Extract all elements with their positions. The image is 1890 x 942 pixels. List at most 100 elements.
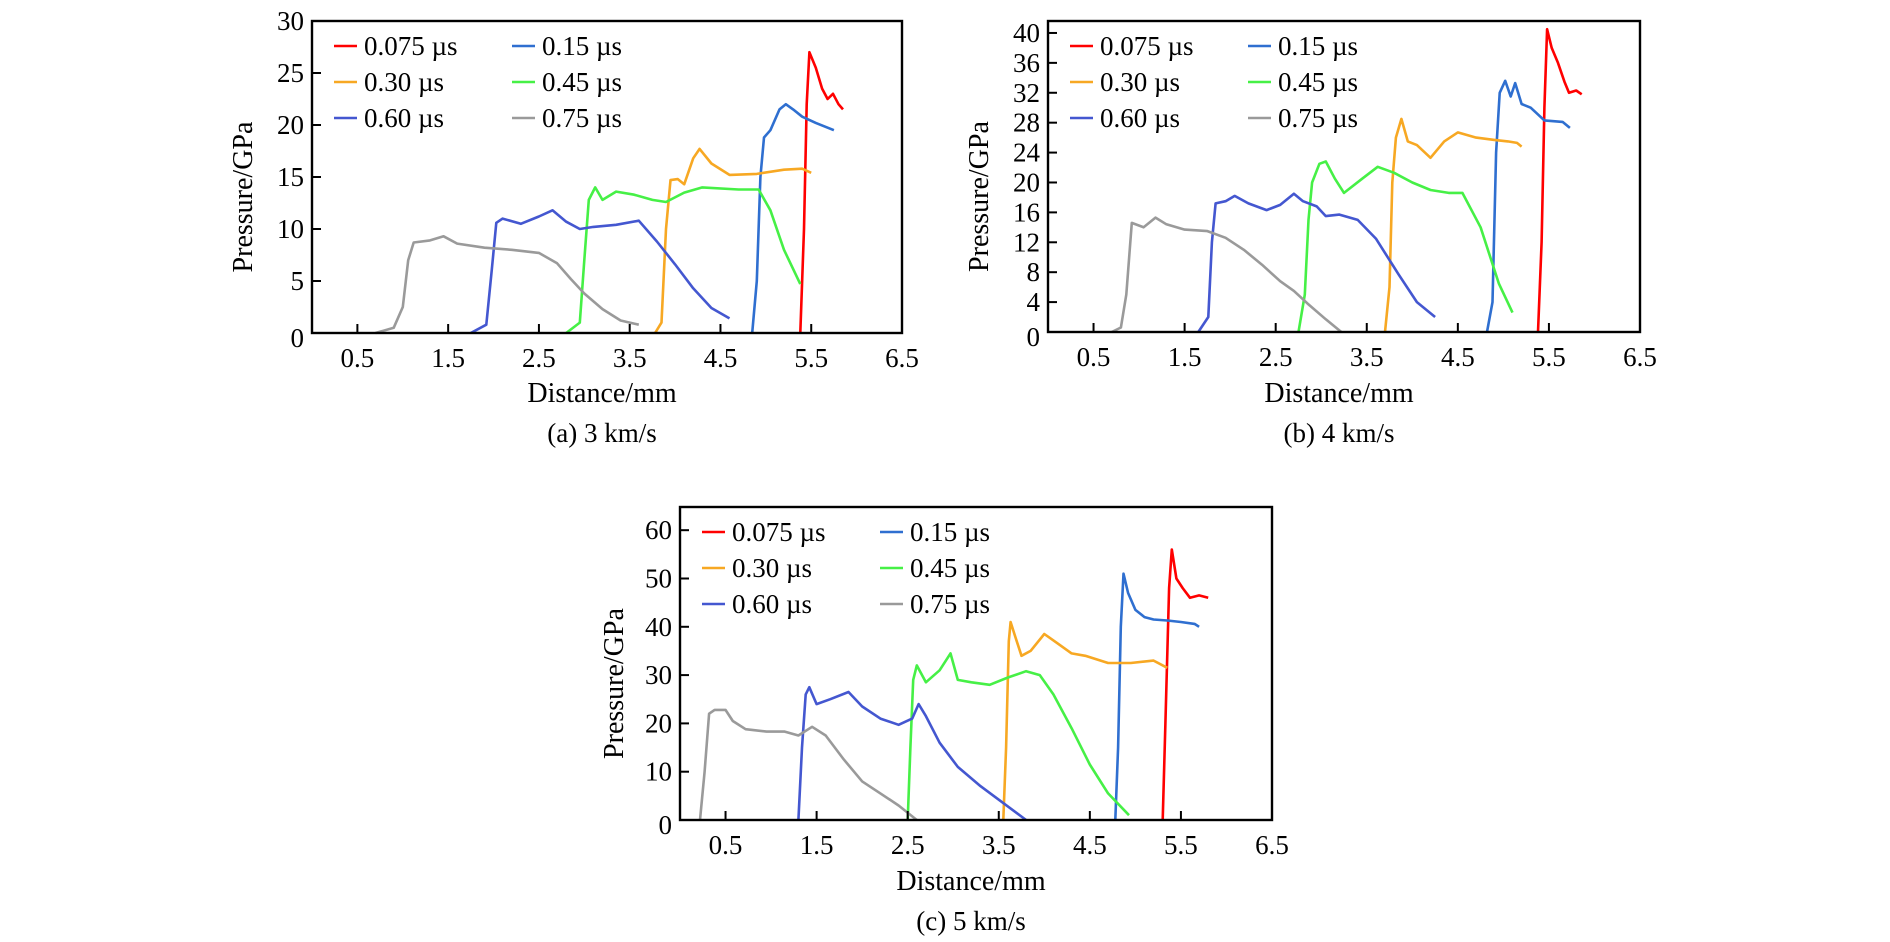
legend-label: 0.60 µs: [1100, 103, 1180, 133]
legend-label: 0.075 µs: [1100, 31, 1194, 61]
series-line-0_30us: [653, 147, 812, 334]
y-axis-title: Pressure/GPa: [964, 120, 995, 271]
series-line-0_30us: [1383, 117, 1523, 333]
series-line-0_30us: [1002, 620, 1168, 821]
legend-label: 0.30 µs: [732, 553, 812, 583]
legend-label: 0.45 µs: [542, 67, 622, 97]
legend-label: 0.30 µs: [364, 67, 444, 97]
x-axis-title: Distance/mm: [527, 378, 677, 409]
series-line-0_75us: [1111, 216, 1343, 334]
series-line-0_75us: [698, 708, 918, 822]
x-tick-label: 3.5: [1350, 342, 1384, 372]
y-tick-label: 50: [645, 563, 672, 593]
series-line-0_45us: [906, 652, 1130, 821]
legend: 0.075 µs 0.15 µs 0.30 µs 0.45 µs 0.60 µs 0.75…: [334, 31, 622, 133]
x-tick-label: 6.5: [885, 343, 919, 373]
x-tick-label: 1.5: [800, 830, 834, 860]
chart-panel-a: 0.5 1.5 2.5 3.5 4.5 5.5 6.5 0 5 10 15 20 25 30 Distanc…: [228, 6, 919, 448]
series-line-0_075us: [1536, 27, 1583, 333]
x-tick-label: 4.5: [704, 343, 738, 373]
legend-label: 0.45 µs: [910, 553, 990, 583]
y-tick-label: 24: [1013, 138, 1041, 168]
x-tick-label: 0.5: [1077, 342, 1111, 372]
chart-panel-b: 0.5 1.5 2.5 3.5 4.5 5.5 6.5 0 481216202428323640…: [964, 18, 1657, 448]
x-tick-label: 0.5: [341, 343, 375, 373]
y-tick-label: 4: [1027, 287, 1041, 317]
legend-label: 0.45 µs: [1278, 67, 1358, 97]
y-tick-label: 12: [1013, 227, 1040, 257]
y-axis-title: Pressure/GPa: [228, 121, 259, 272]
y-tick-label: 25: [277, 58, 304, 88]
panel-caption: (a) 3 km/s: [547, 418, 656, 448]
y-tick-label: 60: [645, 515, 672, 545]
legend-label: 0.15 µs: [1278, 31, 1358, 61]
x-tick-label: 4.5: [1441, 342, 1475, 372]
y-tick-label: 40: [645, 612, 672, 642]
series-line-0_15us: [1485, 79, 1571, 333]
plot-frame: [678, 505, 1274, 822]
y-tick-label: 16: [1013, 197, 1040, 227]
legend-label: 0.75 µs: [542, 103, 622, 133]
y-tick-label: 30: [277, 6, 304, 36]
y-tick-label: 20: [645, 708, 672, 738]
x-axis-title: Distance/mm: [896, 866, 1046, 897]
series-line-0_60us: [1197, 192, 1436, 333]
series-line-0_15us: [1114, 572, 1200, 821]
series-line-0_075us: [799, 50, 844, 334]
series-line-0_60us: [797, 685, 1027, 822]
legend-label: 0.60 µs: [364, 103, 444, 133]
y-tick-label: 0: [291, 323, 305, 353]
y-tick-label: 28: [1013, 108, 1040, 138]
x-tick-label: 1.5: [1168, 342, 1202, 372]
x-tick-label: 5.5: [794, 343, 828, 373]
legend-label: 0.15 µs: [910, 517, 990, 547]
panel-caption: (b) 4 km/s: [1284, 418, 1395, 448]
legend-label: 0.075 µs: [732, 517, 826, 547]
x-axis-title: Distance/mm: [1264, 378, 1414, 409]
legend: 0.075 µs 0.15 µs 0.30 µs 0.45 µs 0.60 µs 0.75…: [1070, 31, 1358, 133]
x-tick-label: 2.5: [891, 830, 925, 860]
y-tick-label: 8: [1027, 257, 1041, 287]
y-tick-label: 15: [277, 162, 304, 192]
legend-label: 0.60 µs: [732, 589, 812, 619]
series-line-0_15us: [750, 102, 835, 334]
y-axis-title: Pressure/GPa: [599, 607, 630, 758]
panel-caption: (c) 5 km/s: [916, 906, 1025, 936]
series-line-0_45us: [1297, 160, 1514, 333]
y-tick-label: 30: [645, 660, 672, 690]
legend-label: 0.75 µs: [1278, 103, 1358, 133]
x-tick-label: 6.5: [1255, 830, 1289, 860]
x-tick-label: 3.5: [982, 830, 1016, 860]
series-line-0_075us: [1161, 548, 1209, 821]
legend-label: 0.30 µs: [1100, 67, 1180, 97]
y-tick-label: 20: [277, 110, 304, 140]
series-line-0_60us: [470, 209, 731, 335]
y-tick-label: 40: [1013, 18, 1040, 48]
x-tick-label: 4.5: [1073, 830, 1107, 860]
x-tick-label: 1.5: [431, 343, 465, 373]
y-tick-label: 10: [277, 214, 304, 244]
legend-label: 0.075 µs: [364, 31, 458, 61]
y-tick-label: 0: [659, 810, 673, 840]
legend: 0.075 µs 0.15 µs 0.30 µs 0.45 µs 0.60 µs 0.75…: [702, 517, 990, 619]
x-tick-label: 5.5: [1164, 830, 1198, 860]
y-tick-label: 0: [1027, 322, 1041, 352]
y-tick-label: 5: [291, 266, 305, 296]
legend-label: 0.15 µs: [542, 31, 622, 61]
y-tick-label: 10: [645, 757, 672, 787]
x-tick-label: 2.5: [522, 343, 556, 373]
series-line-0_75us: [375, 235, 640, 335]
x-tick-label: 0.5: [709, 830, 743, 860]
legend-label: 0.75 µs: [910, 589, 990, 619]
y-tick-label: 36: [1013, 48, 1040, 78]
plot-frame: [1046, 19, 1642, 334]
chart-panel-c: 0.5 1.5 2.5 3.5 4.5 5.5 6.5 0 10 20 30 40 50 60 Distan…: [599, 505, 1289, 936]
y-tick-label: 20: [1013, 167, 1040, 197]
x-tick-label: 6.5: [1623, 342, 1657, 372]
y-tick-label: 32: [1013, 78, 1040, 108]
x-tick-label: 5.5: [1532, 342, 1566, 372]
x-tick-label: 2.5: [1259, 342, 1293, 372]
series-line-0_45us: [565, 186, 802, 335]
x-tick-label: 3.5: [613, 343, 647, 373]
